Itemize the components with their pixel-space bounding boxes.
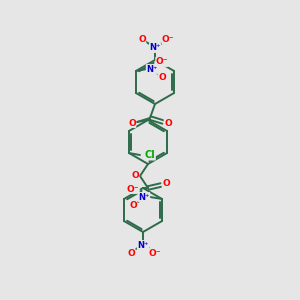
Text: O: O [158, 73, 166, 82]
Text: N⁺: N⁺ [137, 241, 149, 250]
Text: O: O [162, 179, 170, 188]
Text: N⁺: N⁺ [146, 64, 158, 74]
Text: O: O [138, 34, 146, 43]
Text: O: O [128, 118, 136, 127]
Text: O: O [129, 200, 137, 209]
Text: O: O [131, 172, 139, 181]
Text: N⁺: N⁺ [138, 193, 150, 202]
Text: O⁻: O⁻ [127, 184, 139, 194]
Text: O⁻: O⁻ [149, 248, 161, 257]
Text: O⁻: O⁻ [156, 58, 168, 67]
Text: O: O [127, 248, 135, 257]
Text: O⁻: O⁻ [162, 34, 174, 43]
Text: O: O [164, 118, 172, 127]
Text: N⁺: N⁺ [149, 44, 161, 52]
Text: Cl: Cl [145, 150, 155, 160]
